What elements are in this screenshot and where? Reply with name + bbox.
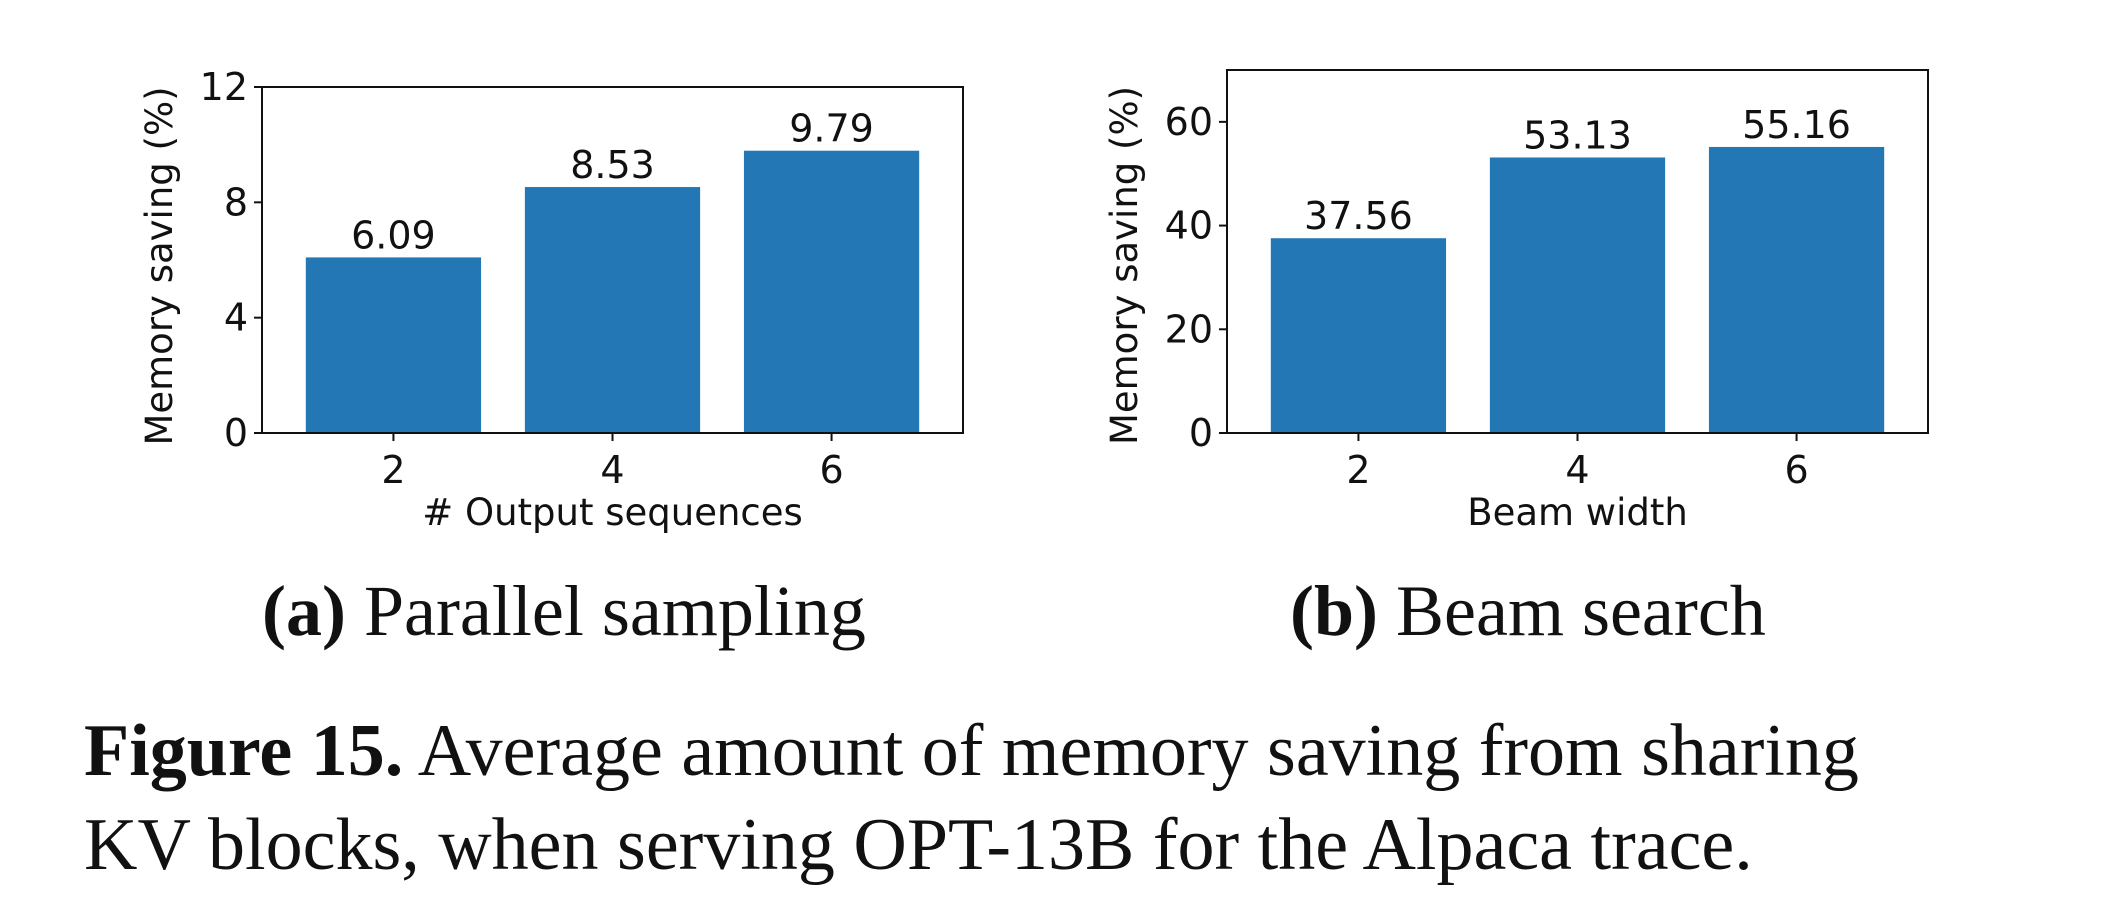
subcaption-b-label: (b) xyxy=(1290,571,1378,651)
y-tick-label-a-12: 12 xyxy=(200,65,248,109)
bar-a-6 xyxy=(743,150,920,433)
bar-value-label-a-4: 8.53 xyxy=(570,143,655,187)
bar-a-4 xyxy=(524,187,701,433)
subcaption-b-text: Beam search xyxy=(1396,571,1766,651)
subcaption-a-text: Parallel sampling xyxy=(363,571,866,651)
plot-frame-b xyxy=(1226,69,1929,434)
y-tick-label-b-40: 40 xyxy=(1165,204,1213,248)
bar-b-4 xyxy=(1489,157,1666,433)
y-tick-label-b-0: 0 xyxy=(1189,411,1213,455)
figure-caption-line-1: Figure 15. Average amount of memory savi… xyxy=(84,703,1859,799)
x-tick-label-a-4: 4 xyxy=(600,448,624,492)
y-tick-label-a-8: 8 xyxy=(224,180,248,224)
x-tick-label-b-4: 4 xyxy=(1565,448,1589,492)
x-tick-label-a-2: 2 xyxy=(381,448,405,492)
subcaption-a: (a) Parallel sampling xyxy=(262,570,866,653)
bar-value-label-b-2: 37.56 xyxy=(1304,194,1413,238)
bar-value-label-b-4: 53.13 xyxy=(1523,113,1632,157)
bar-value-label-a-6: 9.79 xyxy=(789,107,874,151)
x-tick-label-a-6: 6 xyxy=(819,448,843,492)
y-axis-label-a: Memory saving (%) xyxy=(138,86,181,445)
plot-frame-a xyxy=(261,86,964,434)
x-axis-label-b: Beam width xyxy=(1467,491,1688,534)
bar-value-label-a-2: 6.09 xyxy=(351,213,436,257)
y-tick-label-a-0: 0 xyxy=(224,411,248,455)
x-tick-label-b-2: 2 xyxy=(1346,448,1370,492)
figure-caption-label: Figure 15. xyxy=(84,710,404,792)
y-tick-label-b-20: 20 xyxy=(1165,307,1213,351)
subcaption-a-label: (a) xyxy=(262,571,346,651)
figure-caption-line-2: KV blocks, when serving OPT-13B for the … xyxy=(84,797,1753,893)
figure-caption-text-1: Average amount of memory saving from sha… xyxy=(417,710,1859,792)
bar-a-2 xyxy=(305,257,482,433)
bar-value-label-b-6: 55.16 xyxy=(1742,103,1851,147)
subcaption-b: (b) Beam search xyxy=(1290,570,1766,653)
bar-b-6 xyxy=(1708,146,1885,433)
y-tick-label-a-4: 4 xyxy=(224,296,248,340)
y-tick-label-b-60: 60 xyxy=(1165,100,1213,144)
figure-caption-text-2: KV blocks, when serving OPT-13B for the … xyxy=(84,804,1753,886)
bar-b-2 xyxy=(1270,238,1447,433)
y-axis-label-b: Memory saving (%) xyxy=(1103,86,1146,445)
x-tick-label-b-6: 6 xyxy=(1784,448,1808,492)
x-axis-label-a: # Output sequences xyxy=(422,491,803,534)
